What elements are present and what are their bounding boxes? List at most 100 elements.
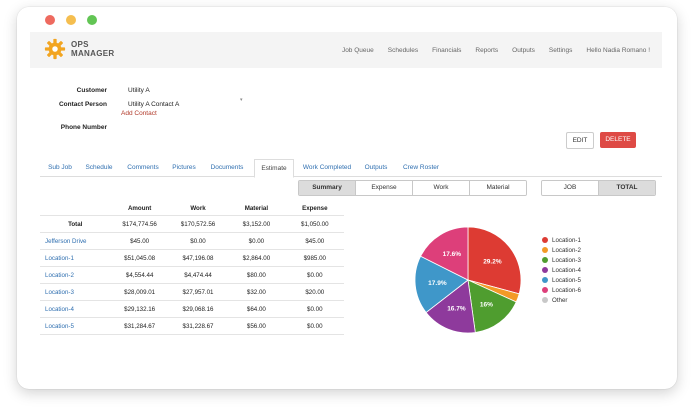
estimate-table: Amount Work Material Expense Total $174,7… [40, 201, 344, 335]
pie-slice[interactable] [414, 255, 469, 314]
user-greeting[interactable]: Hello Nadia Romano ! [586, 46, 650, 54]
table-cell: $28,009.01 [110, 283, 169, 301]
column-header: Expense [302, 204, 328, 212]
legend-swatch [542, 277, 548, 283]
legend-swatch [542, 257, 548, 263]
top-navbar: OPS MANAGER Job Queue Schedules Financia… [30, 32, 662, 68]
table-cell: $47,196.08 [168, 249, 228, 267]
pie-slice[interactable] [467, 226, 522, 295]
view-material-button[interactable]: Material [470, 181, 526, 195]
table-body: Total $174,774.56 $170,572.56 $3,152.00 $1,0… [40, 215, 344, 335]
nav-reports[interactable]: Reports [475, 46, 499, 54]
gear-logo-icon [44, 38, 66, 60]
tab-outputs[interactable]: Outputs [364, 164, 388, 171]
table-cell: $1,050.00 [285, 215, 344, 233]
table-cell: $3,152.00 [227, 215, 286, 233]
tab-schedule[interactable]: Schedule [85, 164, 113, 171]
location-link[interactable]: Location-2 [40, 266, 111, 284]
table-cell: $27,957.01 [168, 283, 228, 301]
nav-job-queue[interactable]: Job Queue [341, 46, 374, 54]
column-header [40, 201, 110, 216]
nav-outputs[interactable]: Outputs [512, 46, 535, 54]
legend-item[interactable]: Other [542, 295, 581, 305]
delete-button[interactable]: DELETE [600, 132, 636, 148]
edit-button[interactable]: EDIT [566, 132, 594, 149]
chart-legend: Location-1 Location-2 Location-3 Location-4… [542, 235, 581, 305]
location-link[interactable]: Jefferson Drive [40, 232, 111, 250]
tab-pictures[interactable]: Pictures [172, 164, 196, 171]
legend-label: Other [552, 296, 568, 304]
view-expense-button[interactable]: Expense [356, 181, 413, 195]
table-cell: $31,228.67 [168, 317, 228, 335]
table-cell: $2,864.00 [227, 249, 286, 267]
table-cell: $51,045.08 [110, 249, 169, 267]
table-cell: $170,572.56 [168, 215, 228, 233]
pie-slice-label: 17.9% [428, 280, 447, 287]
tab-crew-roster[interactable]: Crew Roster [402, 164, 440, 171]
legend-swatch [542, 297, 548, 303]
column-header: Work [190, 204, 206, 212]
location-link[interactable]: Location-1 [40, 249, 111, 267]
table-cell: $4,474.44 [168, 266, 228, 284]
table-row: Location-2 $4,554.44 $4,474.44 $80.00 $0.00 [40, 266, 344, 284]
table-cell: $0.00 [227, 232, 286, 250]
table-header-row: Amount Work Material Expense [40, 201, 344, 216]
location-link[interactable]: Location-5 [40, 317, 111, 335]
tab-work-completed[interactable]: Work Completed [302, 164, 352, 171]
table-row: Location-1 $51,045.08 $47,196.08 $2,864.00 $… [40, 249, 344, 267]
nav-schedules[interactable]: Schedules [387, 46, 419, 54]
legend-label: Location-4 [552, 266, 581, 274]
customer-value: Utility A [128, 87, 150, 94]
contact-person-select[interactable]: Utility A Contact A [128, 101, 180, 108]
legend-item[interactable]: Location-2 [542, 245, 581, 255]
job-tabs: Sub Job Schedule Comments Pictures Docum… [40, 159, 662, 178]
table-cell: $45.00 [285, 232, 344, 250]
contact-person-label: Contact Person [58, 101, 107, 108]
scope-total-button[interactable]: TOTAL [599, 181, 655, 195]
tab-comments[interactable]: Comments [127, 164, 159, 171]
pie-slice[interactable] [425, 279, 476, 334]
view-work-button[interactable]: Work [413, 181, 470, 195]
pie-slice-label: 29.2% [483, 258, 502, 265]
legend-item[interactable]: Location-5 [542, 275, 581, 285]
pie-slice-label: 17.6% [443, 251, 462, 258]
table-cell: $4,554.44 [110, 266, 169, 284]
table-cell: $0.00 [285, 266, 344, 284]
pie-slice-label: 16.7% [447, 305, 466, 312]
pie-slice[interactable] [467, 279, 517, 333]
nav-settings[interactable]: Settings [548, 46, 573, 54]
tab-sub-job[interactable]: Sub Job [48, 164, 72, 171]
close-window-button[interactable] [45, 15, 55, 25]
maximize-window-button[interactable] [87, 15, 97, 25]
legend-swatch [542, 267, 548, 273]
column-header: Amount [127, 204, 152, 212]
location-link[interactable]: Location-3 [40, 283, 111, 301]
legend-item[interactable]: Location-4 [542, 265, 581, 275]
legend-swatch [542, 247, 548, 253]
nav-financials[interactable]: Financials [432, 46, 462, 54]
app-window: OPS MANAGER Job Queue Schedules Financia… [17, 7, 677, 389]
table-total-row: Total $174,774.56 $170,572.56 $3,152.00 $1,0… [40, 215, 344, 233]
legend-item[interactable]: Location-6 [542, 285, 581, 295]
legend-item[interactable]: Location-3 [542, 255, 581, 265]
minimize-window-button[interactable] [66, 15, 76, 25]
table-cell: $0.00 [285, 317, 344, 335]
legend-item[interactable]: Location-1 [542, 235, 581, 245]
pie-slice[interactable] [420, 226, 469, 281]
table-cell: $174,774.56 [110, 215, 169, 233]
tab-documents[interactable]: Documents [210, 164, 244, 171]
column-header: Material [244, 204, 269, 212]
tab-estimate[interactable]: Estimate [254, 159, 294, 178]
title-bar [17, 7, 677, 31]
add-contact-link[interactable]: Add Contact [121, 110, 157, 117]
dropdown-caret-icon[interactable]: ▾ [240, 97, 243, 103]
table-cell: $985.00 [285, 249, 344, 267]
brand-name[interactable]: OPS MANAGER [71, 40, 114, 58]
location-link[interactable]: Location-4 [40, 300, 111, 318]
view-summary-button[interactable]: Summary [299, 181, 356, 195]
legend-label: Location-1 [552, 236, 581, 244]
table-cell: $32.00 [227, 283, 286, 301]
scope-job-button[interactable]: JOB [542, 181, 599, 195]
table-cell: $29,068.16 [168, 300, 228, 318]
table-cell: $0.00 [285, 300, 344, 318]
